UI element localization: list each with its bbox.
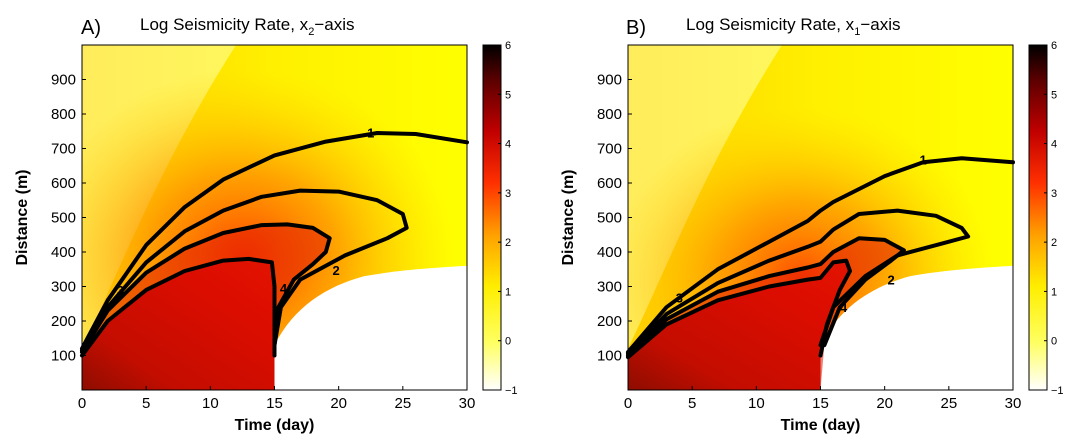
x-tick-label: 5 (688, 395, 696, 412)
y-tick-label: 500 (51, 210, 76, 227)
y-tick-label: 400 (51, 244, 76, 261)
contour-label-1: 1 (920, 153, 927, 168)
chart-title-subscript: 1 (854, 26, 860, 38)
colorbar-tick-label: 5 (505, 89, 511, 101)
colorbar-tick-label: 2 (505, 237, 511, 249)
chart-title: Log Seismicity Rate, x1−axis (686, 15, 900, 38)
x-axis-label: Time (day) (235, 417, 315, 434)
y-tick-label: 200 (51, 313, 76, 330)
contour-line-1 (626, 156, 1015, 355)
colorbar-tick-label: 1 (505, 286, 511, 298)
heatmap-high-zone (628, 238, 904, 390)
y-tick-label: 300 (597, 279, 622, 296)
x-tick-label: 25 (394, 395, 411, 412)
y-tick-label: 600 (51, 175, 76, 192)
y-tick-label: 300 (51, 279, 76, 296)
colorbar-tick-label: 2 (1051, 237, 1057, 249)
x-tick-label: 15 (812, 395, 829, 412)
panel-letter: A) (81, 17, 101, 39)
y-tick-label: 100 (597, 348, 622, 365)
colorbar-tick-label: 3 (505, 188, 511, 200)
y-tick-label: 400 (597, 244, 622, 261)
y-tick-label: 100 (51, 348, 76, 365)
y-tick-label: 200 (597, 313, 622, 330)
heatmap-high-zone (82, 224, 330, 390)
contour-line-4 (80, 256, 277, 358)
colorbar (1028, 44, 1048, 391)
contour-line-3 (80, 222, 332, 355)
colorbar-tick-label: 6 (1051, 40, 1057, 52)
x-tick-label: 20 (876, 395, 893, 412)
y-tick-label: 900 (597, 72, 622, 89)
y-axis-label: Distance (m) (560, 169, 577, 265)
heatmap-quiet-zone (820, 265, 1013, 390)
x-tick-label: 30 (1005, 395, 1022, 412)
heatmap (628, 45, 1013, 390)
x-tick-label: 0 (78, 395, 86, 412)
y-tick-label: 500 (597, 210, 622, 227)
x-tick-label: 10 (748, 395, 765, 412)
y-tick-label: 800 (51, 106, 76, 123)
contour-label-2: 2 (887, 273, 894, 288)
y-tick-label: 600 (597, 175, 622, 192)
x-tick-label: 20 (330, 395, 347, 412)
contour-label-4: 4 (280, 281, 288, 296)
contour-label-3: 3 (676, 291, 683, 306)
chart-title-main: Log Seismicity Rate, x (686, 15, 855, 34)
colorbar-tick-label: 0 (1051, 336, 1057, 348)
x-tick-label: 10 (202, 395, 219, 412)
y-tick-label: 800 (597, 106, 622, 123)
contour-line-2 (80, 188, 409, 353)
contour-line-3 (626, 236, 906, 358)
x-axis-label: Time (day) (781, 417, 861, 434)
x-tick-label: 30 (459, 395, 476, 412)
panel-letter: B) (626, 17, 646, 39)
colorbar-tick-label: −1 (505, 385, 518, 397)
y-tick-label: 900 (51, 72, 76, 89)
chart-title-tail: −axis (860, 15, 900, 34)
colorbar-tick-label: 1 (1051, 286, 1057, 298)
x-tick-label: 0 (624, 395, 632, 412)
contour-label-4: 4 (840, 300, 848, 315)
chart-title-main: Log Seismicity Rate, x (140, 15, 309, 34)
contour-label-2: 2 (332, 263, 339, 278)
colorbar-tick-label: 3 (1051, 188, 1057, 200)
colorbar-tick-label: 4 (1051, 139, 1057, 151)
x-tick-label: 5 (142, 395, 150, 412)
colorbar-tick-label: 6 (505, 40, 511, 52)
chart-title: Log Seismicity Rate, x2−axis (140, 15, 354, 38)
heatmap-quiet-zone (274, 265, 467, 390)
contour-label-1: 1 (367, 125, 374, 140)
chart-title-tail: −axis (314, 15, 354, 34)
colorbar-tick-label: −1 (1051, 385, 1064, 397)
y-tick-label: 700 (51, 141, 76, 158)
contour-line-4 (626, 258, 852, 360)
x-tick-label: 15 (266, 395, 283, 412)
panel-a: 123 40 5 10 15 20 25 30100200300400500600700800… (14, 15, 518, 434)
colorbar (482, 44, 502, 391)
colorbar-tick-label: 5 (1051, 89, 1057, 101)
contour-line-1 (80, 131, 469, 351)
colorbar-tick-label: 0 (505, 336, 511, 348)
y-tick-label: 700 (597, 141, 622, 158)
contour-label-3: 3 (117, 283, 124, 298)
x-tick-label: 25 (940, 395, 957, 412)
y-axis-label: Distance (m) (14, 169, 31, 265)
chart-title-subscript: 2 (308, 26, 314, 38)
colorbar-tick-label: 4 (505, 139, 511, 151)
